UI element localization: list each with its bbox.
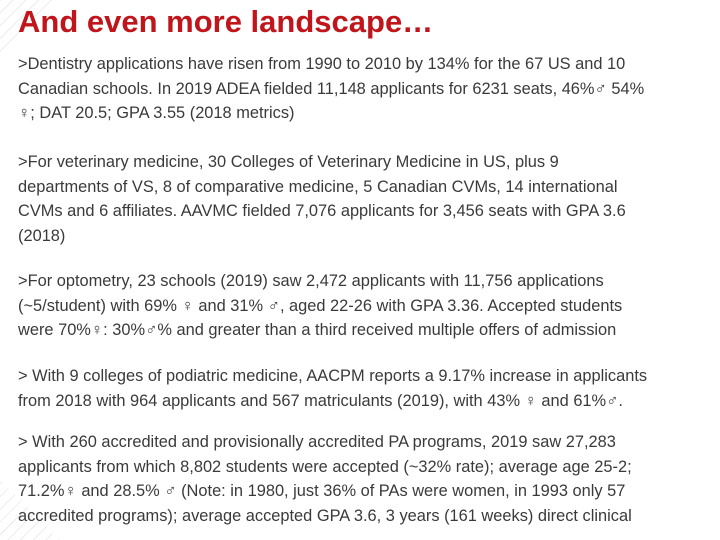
text-line: 71.2%♀ and 28.5% ♂ (Note: in 1980, just …: [18, 482, 626, 500]
text-line: from 2018 with 964 applicants and 567 ma…: [18, 391, 623, 410]
text-line: accredited programs); average accepted G…: [18, 506, 632, 525]
text-line: (~5/student) with 69% ♀ and 31% ♂, aged …: [18, 296, 623, 315]
text-line: applicants from which 8,802 students wer…: [18, 457, 632, 476]
text-line: (2018): [18, 226, 66, 245]
text-line: >For veterinary medicine, 30 Colleges of…: [18, 153, 559, 171]
text-line: ♀; DAT 20.5; GPA 3.55 (2018 metrics): [18, 104, 295, 122]
paragraph: >For veterinary medicine, 30 Colleges of…: [18, 150, 626, 248]
text-line: > With 9 colleges of podiatric medicine,…: [18, 367, 648, 385]
text-line: >Dentistry applications have risen from …: [18, 55, 626, 73]
text-line: CVMs and 6 affiliates. AAVMC fielded 7,0…: [18, 202, 626, 220]
text-line: > With 260 accredited and provisionally …: [18, 433, 616, 451]
text-line: departments of VS, 8 of comparative medi…: [18, 177, 618, 196]
paragraph: >Dentistry applications have risen from …: [18, 52, 644, 126]
paragraph: > With 260 accredited and provisionally …: [18, 430, 632, 528]
paragraph: > With 9 colleges of podiatric medicine,…: [18, 364, 647, 413]
paragraph: >For optometry, 23 schools (2019) saw 2,…: [18, 269, 622, 343]
text-line: were 70%♀: 30%♂% and greater than a thir…: [18, 321, 617, 339]
corner-hatch: [0, 480, 60, 540]
corner-hatch: [0, 0, 60, 60]
text-line: Canadian schools. In 2019 ADEA fielded 1…: [18, 79, 645, 98]
text-line: >For optometry, 23 schools (2019) saw 2,…: [18, 272, 604, 290]
slide-title: And even more landscape…: [18, 4, 434, 39]
